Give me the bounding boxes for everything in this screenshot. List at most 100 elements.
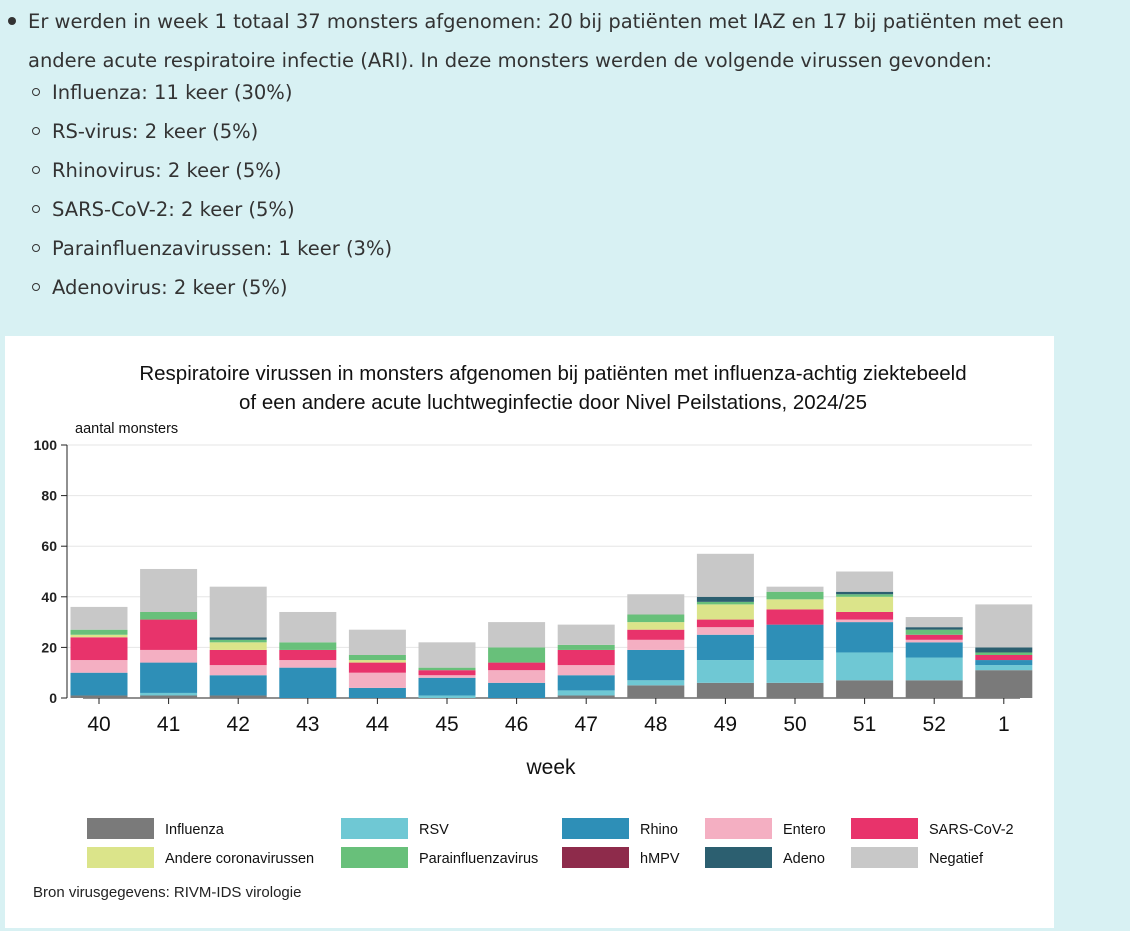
bar-segment bbox=[696, 601, 754, 605]
bar-segment bbox=[627, 594, 685, 615]
bar-segment bbox=[766, 609, 824, 625]
circle-bullet-icon bbox=[32, 205, 40, 213]
bar-segment bbox=[348, 629, 406, 655]
legend-swatch bbox=[341, 847, 408, 868]
y-tick-label: 40 bbox=[41, 589, 57, 605]
bar-segment bbox=[209, 586, 267, 638]
bar-segment bbox=[905, 629, 963, 635]
legend-swatch bbox=[562, 818, 629, 839]
bar-segment bbox=[766, 586, 824, 592]
x-tick-label: 43 bbox=[296, 713, 319, 736]
bar-segment bbox=[627, 649, 685, 681]
bar-segment bbox=[418, 695, 476, 698]
bar-segment bbox=[70, 660, 128, 673]
legend-label: Rhino bbox=[640, 822, 678, 838]
y-tick-label: 20 bbox=[41, 639, 57, 655]
circle-bullet-icon bbox=[32, 166, 40, 174]
chart-title-line: Respiratoire virussen in monsters afgeno… bbox=[139, 362, 966, 385]
list-item-text: RS-virus: 2 keer (5%) bbox=[52, 120, 259, 143]
list-item-text: Rhinovirus: 2 keer (5%) bbox=[52, 159, 282, 182]
bar-segment bbox=[418, 675, 476, 678]
x-tick-label: 48 bbox=[644, 713, 667, 736]
bar-segment bbox=[627, 622, 685, 630]
x-tick-label: 49 bbox=[714, 713, 737, 736]
bar-segment bbox=[70, 637, 128, 661]
list-item: Adenovirus: 2 keer (5%) bbox=[30, 268, 392, 307]
legend-label: SARS-CoV-2 bbox=[929, 822, 1014, 838]
stacked-bar-chart: Respiratoire virussen in monsters afgeno… bbox=[34, 362, 1033, 868]
bar-segment bbox=[557, 665, 615, 676]
bar-segment bbox=[975, 652, 1033, 655]
bar-segment bbox=[975, 647, 1033, 653]
x-tick-label: 51 bbox=[853, 713, 876, 736]
bar-segment bbox=[140, 611, 198, 620]
bar-segment bbox=[975, 665, 1033, 671]
bar-segment bbox=[766, 624, 824, 661]
bar-segment bbox=[836, 619, 894, 623]
x-tick-label: 50 bbox=[783, 713, 806, 736]
bar-segment bbox=[418, 667, 476, 671]
bar-segment bbox=[557, 690, 615, 696]
bar-segment bbox=[140, 649, 198, 663]
legend-label: Negatief bbox=[929, 851, 984, 867]
bar-segment bbox=[557, 624, 615, 645]
bar-segment bbox=[488, 682, 546, 698]
list-item: Influenza: 11 keer (30%) bbox=[30, 73, 392, 112]
bar-segment bbox=[557, 695, 615, 698]
bar-segment bbox=[627, 680, 685, 686]
bar-segment bbox=[696, 660, 754, 683]
x-tick-label: 47 bbox=[575, 713, 598, 736]
chart-source: Bron virusgegevens: RIVM-IDS virologie bbox=[33, 884, 302, 901]
bar-segment bbox=[418, 642, 476, 668]
bullet-icon bbox=[8, 17, 16, 25]
list-item-text: Influenza: 11 keer (30%) bbox=[52, 81, 293, 104]
y-tick-label: 100 bbox=[34, 437, 58, 453]
x-axis-label: week bbox=[525, 756, 576, 779]
bar-segment bbox=[696, 553, 754, 597]
list-item: Parainfluenzavirussen: 1 keer (3%) bbox=[30, 229, 392, 268]
bar-segment bbox=[557, 644, 615, 650]
bar-segment bbox=[418, 677, 476, 696]
list-item: Rhinovirus: 2 keer (5%) bbox=[30, 151, 392, 190]
bar-segment bbox=[905, 617, 963, 628]
bar-segment bbox=[836, 622, 894, 653]
list-item: RS-virus: 2 keer (5%) bbox=[30, 112, 392, 151]
legend-label: Influenza bbox=[165, 822, 225, 838]
bar-segment bbox=[488, 662, 546, 671]
bar-segment bbox=[279, 667, 337, 698]
bar-segment bbox=[488, 647, 546, 663]
bar-segment bbox=[209, 637, 267, 640]
bar-segment bbox=[348, 687, 406, 698]
bar-segment bbox=[209, 665, 267, 676]
bar-segment bbox=[975, 660, 1033, 666]
bar-segment bbox=[209, 675, 267, 696]
x-tick-label: 41 bbox=[157, 713, 180, 736]
bar-segment bbox=[836, 591, 894, 595]
bar-segment bbox=[696, 627, 754, 635]
legend-label: Entero bbox=[783, 822, 826, 838]
legend-swatch bbox=[851, 847, 918, 868]
bar-segment bbox=[488, 622, 546, 648]
chart-title-line: of een andere acute luchtweginfectie doo… bbox=[239, 391, 867, 414]
bar-segment bbox=[279, 649, 337, 661]
bar-segment bbox=[766, 660, 824, 683]
bar-segment bbox=[696, 604, 754, 620]
legend-swatch bbox=[87, 847, 154, 868]
bar-segment bbox=[140, 692, 198, 696]
virus-list: Influenza: 11 keer (30%) RS-virus: 2 keer… bbox=[30, 73, 392, 307]
bar-segment bbox=[627, 629, 685, 640]
list-item-text: Parainfluenzavirussen: 1 keer (3%) bbox=[52, 237, 393, 260]
bar-segment bbox=[836, 571, 894, 592]
circle-bullet-icon bbox=[32, 244, 40, 252]
bar-segment bbox=[627, 639, 685, 650]
bar-segment bbox=[905, 657, 963, 681]
bar-segment bbox=[140, 619, 198, 650]
legend-label: Andere coronavirussen bbox=[165, 851, 314, 867]
bar-segment bbox=[766, 682, 824, 698]
list-item-text: SARS-CoV-2: 2 keer (5%) bbox=[52, 198, 295, 221]
summary-paragraph: Er werden in week 1 totaal 37 monsters a… bbox=[28, 10, 1064, 72]
bar-segment bbox=[348, 662, 406, 673]
list-item-text: Adenovirus: 2 keer (5%) bbox=[52, 276, 288, 299]
bar-segment bbox=[627, 614, 685, 623]
bar-segment bbox=[70, 606, 128, 630]
